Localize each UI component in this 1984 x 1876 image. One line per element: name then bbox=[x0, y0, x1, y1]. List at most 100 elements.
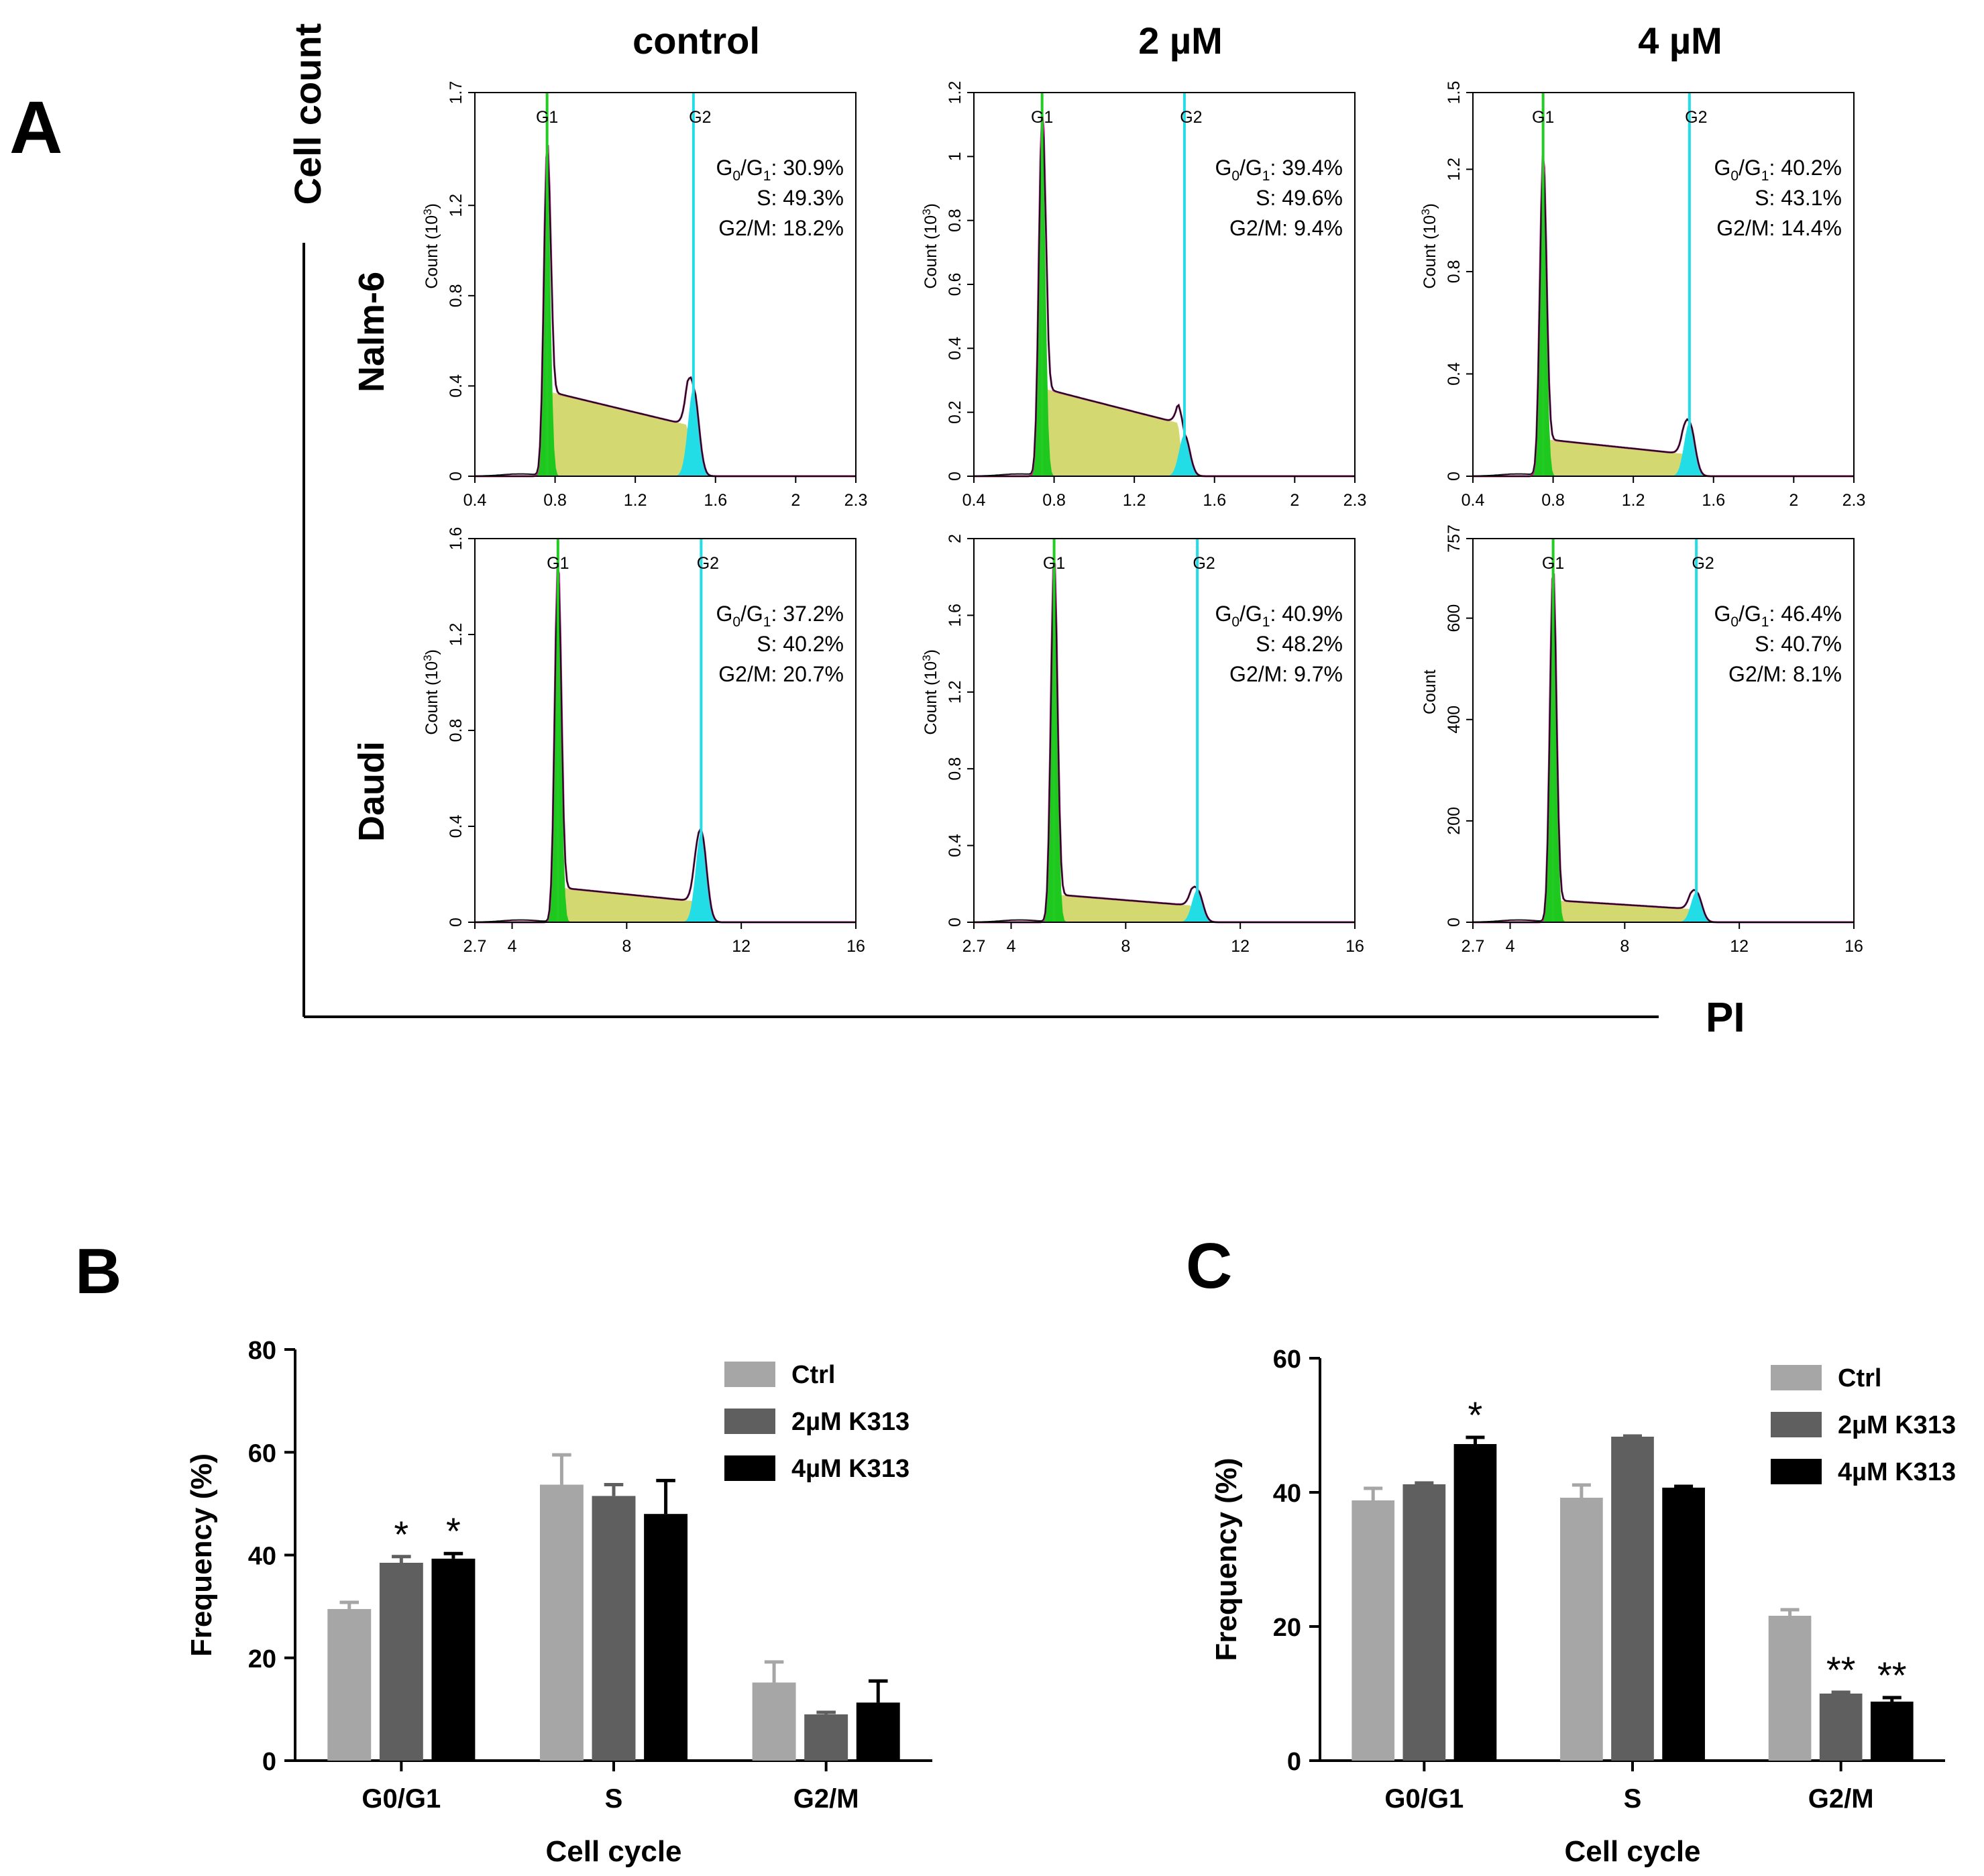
x-tick-label: 12 bbox=[1730, 937, 1749, 956]
g1-marker-label: G1 bbox=[1031, 108, 1053, 127]
significance-mark: * bbox=[394, 1513, 408, 1555]
histogram-grid: G1 G2 0 0.4 0.8 1.2 1.7 0.4 0.8 1.2 1.6 2 2.3 Count (… bbox=[421, 81, 1865, 956]
x-tick-label: 2.3 bbox=[1343, 491, 1367, 510]
significance-mark: ** bbox=[1877, 1654, 1907, 1696]
g1-marker-label: G1 bbox=[1532, 108, 1554, 127]
significance-mark: * bbox=[1468, 1394, 1483, 1436]
plot-frame bbox=[1472, 92, 1855, 477]
x-tick-label: 8 bbox=[1121, 937, 1130, 956]
category-label: S bbox=[605, 1784, 623, 1814]
legend-swatch bbox=[1771, 1365, 1822, 1390]
x-tick-label: 4 bbox=[508, 937, 517, 956]
y-axis-label: Count (103) bbox=[920, 649, 940, 735]
x-tick-label: 2 bbox=[1290, 491, 1299, 510]
y-tick-label: 1.5 bbox=[1445, 81, 1464, 105]
y-tick-label: 0 bbox=[262, 1748, 276, 1776]
x-tick-label: 0.4 bbox=[1462, 491, 1485, 510]
bar bbox=[592, 1496, 636, 1761]
legend-swatch bbox=[724, 1455, 775, 1481]
y-tick-label: 60 bbox=[1273, 1345, 1301, 1374]
y-tick-label: 1.2 bbox=[1445, 158, 1464, 181]
row-title-nalm6: Nalm-6 bbox=[351, 272, 392, 392]
bar bbox=[431, 1558, 476, 1761]
legend-swatch bbox=[724, 1362, 775, 1387]
x-tick-label: 1.2 bbox=[1123, 491, 1146, 510]
panel-b-label: B bbox=[75, 1235, 121, 1307]
g1-marker-label: G1 bbox=[536, 108, 558, 127]
phase-stat: G2/M: 9.7% bbox=[1229, 662, 1343, 686]
bar bbox=[1870, 1702, 1914, 1761]
legend-swatch bbox=[1771, 1412, 1822, 1437]
bar bbox=[644, 1514, 688, 1761]
g2-marker-label: G2 bbox=[697, 554, 719, 573]
x-tick-label: 2.7 bbox=[1462, 937, 1485, 956]
legend-label: 2µM K313 bbox=[791, 1408, 910, 1436]
y-tick-label: 1 bbox=[946, 152, 965, 161]
phase-stat: S: 40.2% bbox=[757, 632, 844, 656]
bar bbox=[1662, 1488, 1705, 1761]
phase-stat: G2/M: 9.4% bbox=[1229, 216, 1343, 240]
g2-marker-label: G2 bbox=[1193, 554, 1215, 573]
phase-stat: G0/G1: 30.9% bbox=[716, 156, 844, 184]
x-tick-label: 8 bbox=[1620, 937, 1629, 956]
y-tick-label: 0.8 bbox=[946, 757, 965, 781]
row-title-daudi: Daudi bbox=[351, 741, 392, 842]
y-axis-label: Frequency (%) bbox=[1210, 1457, 1243, 1661]
legend-label: Ctrl bbox=[1838, 1364, 1881, 1392]
y-tick-label: 40 bbox=[1273, 1480, 1301, 1508]
legend-label: 4µM K313 bbox=[791, 1455, 910, 1483]
bar bbox=[1560, 1498, 1603, 1761]
s-phase-area bbox=[475, 888, 856, 922]
x-tick-label: 0.4 bbox=[962, 491, 986, 510]
panel-a: A Cell count PI control 2 µM 4 µM Nalm-6… bbox=[9, 19, 1745, 1041]
category-label: G0/G1 bbox=[1384, 1784, 1464, 1814]
plot-frame bbox=[474, 538, 857, 923]
y-tick-label: 0.4 bbox=[447, 374, 465, 398]
y-tick-label: 600 bbox=[1445, 604, 1464, 632]
model-fit-line bbox=[1473, 573, 1854, 924]
phase-stat: G0/G1: 46.4% bbox=[1714, 602, 1842, 630]
y-tick-label: 1.2 bbox=[946, 680, 965, 704]
phase-stat: S: 43.1% bbox=[1755, 186, 1842, 210]
y-axis-label: Count bbox=[1421, 669, 1439, 714]
g2-marker-label: G2 bbox=[1692, 554, 1714, 573]
column-title-2um: 2 µM bbox=[1138, 19, 1223, 62]
s-phase-area bbox=[974, 389, 1355, 476]
legend-label: 4µM K313 bbox=[1838, 1458, 1956, 1486]
y-tick-label: 0.8 bbox=[447, 719, 465, 742]
x-tick-label: 1.6 bbox=[704, 491, 727, 510]
bar bbox=[752, 1682, 796, 1761]
y-tick-label: 1.7 bbox=[447, 81, 465, 105]
x-tick-label: 2 bbox=[1789, 491, 1798, 510]
x-tick-label: 0.8 bbox=[1541, 491, 1565, 510]
bar bbox=[539, 1484, 584, 1761]
plot-frame bbox=[1472, 538, 1855, 923]
bar bbox=[1402, 1484, 1446, 1761]
legend-swatch bbox=[724, 1409, 775, 1434]
x-tick-label: 1.2 bbox=[1622, 491, 1645, 510]
bar bbox=[804, 1714, 848, 1761]
phase-stat: S: 49.3% bbox=[757, 186, 844, 210]
x-tick-label: 16 bbox=[1844, 937, 1863, 956]
x-tick-label: 8 bbox=[622, 937, 631, 956]
bar bbox=[1611, 1437, 1654, 1761]
data-histogram-line bbox=[475, 577, 856, 923]
y-tick-label: 20 bbox=[248, 1645, 276, 1673]
y-tick-label: 60 bbox=[248, 1439, 276, 1468]
y-tick-label: 400 bbox=[1445, 706, 1464, 734]
g2-marker-label: G2 bbox=[689, 108, 711, 127]
y-axis-label: Count (103) bbox=[421, 203, 441, 289]
g1-marker-label: G1 bbox=[547, 554, 569, 573]
y-axis-label: Count (103) bbox=[1419, 203, 1439, 289]
s-phase-area bbox=[475, 392, 856, 476]
y-tick-label: 0.8 bbox=[1445, 260, 1464, 284]
x-axis-label: Cell cycle bbox=[545, 1835, 681, 1868]
y-tick-label: 20 bbox=[1273, 1614, 1301, 1642]
phase-stat: G2/M: 14.4% bbox=[1716, 216, 1842, 240]
y-axis-label: Count (103) bbox=[421, 649, 441, 735]
y-tick-label: 0.8 bbox=[946, 209, 965, 232]
x-tick-label: 16 bbox=[1345, 937, 1364, 956]
bar bbox=[1453, 1444, 1497, 1761]
histogram-0: G1 G2 0 0.4 0.8 1.2 1.7 0.4 0.8 1.2 1.6 2 2.3 Count (… bbox=[421, 81, 867, 510]
